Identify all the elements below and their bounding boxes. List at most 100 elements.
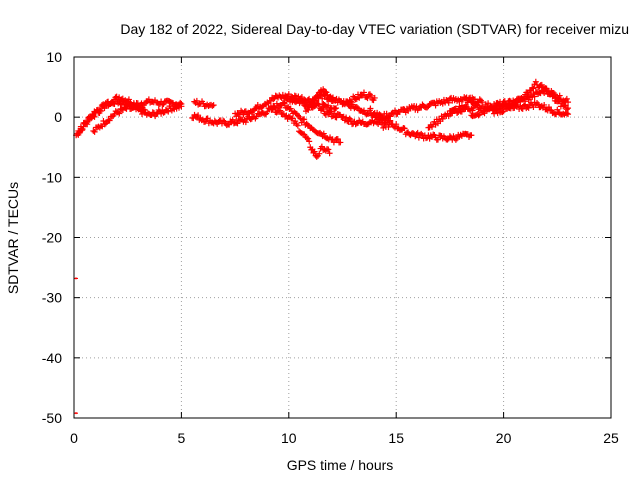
data-point [485, 100, 492, 107]
data-point [316, 150, 323, 157]
data-point [116, 110, 123, 117]
data-point [434, 136, 441, 143]
y-tick-label: 10 [46, 49, 62, 65]
data-point [327, 108, 334, 115]
series-track-d [191, 97, 217, 110]
data-point [304, 105, 311, 112]
data-point [86, 116, 93, 123]
data-point [91, 113, 98, 120]
data-point [79, 127, 86, 134]
data-point [298, 119, 305, 126]
data-point [313, 92, 320, 99]
data-point [305, 107, 312, 114]
series-track-p [489, 99, 572, 118]
data-point [541, 101, 548, 108]
data-point [314, 94, 321, 101]
data-point [270, 96, 277, 103]
data-point [525, 91, 532, 98]
series-track-e [189, 95, 335, 129]
data-point [529, 84, 536, 91]
data-point [277, 107, 284, 114]
data-point [294, 122, 301, 129]
data-point [80, 123, 87, 130]
data-point [313, 153, 320, 160]
data-point [136, 105, 143, 112]
data-point [210, 102, 217, 109]
data-point [322, 88, 329, 95]
data-point [233, 119, 240, 126]
data-point [347, 116, 354, 123]
data-point [74, 412, 78, 415]
data-point [372, 114, 379, 121]
data-point [519, 105, 526, 112]
data-point [334, 136, 341, 143]
data-point [291, 92, 298, 99]
data-point [305, 135, 312, 142]
data-point [91, 128, 98, 135]
data-point [329, 98, 336, 105]
data-point [526, 87, 533, 94]
data-point [109, 99, 116, 106]
data-point [393, 121, 400, 128]
data-point [565, 99, 572, 106]
series-track-m [425, 94, 477, 131]
data-point [325, 146, 332, 153]
data-point [75, 127, 82, 134]
data-point [125, 96, 132, 103]
x-tick-label: 5 [178, 430, 186, 446]
data-point [563, 110, 570, 117]
x-tick-label: 15 [388, 430, 404, 446]
data-point [563, 95, 570, 102]
data-point [292, 118, 299, 125]
data-point [565, 111, 572, 118]
data-point [556, 92, 563, 99]
y-axis-label: SDTVAR / TECUs [5, 182, 21, 294]
series-track-l [367, 105, 393, 131]
data-point [401, 125, 408, 132]
data-point [82, 120, 89, 127]
data-point [264, 108, 271, 115]
plot-frame [73, 56, 612, 419]
series-track-c [90, 101, 185, 135]
data-point [326, 150, 333, 157]
data-point [532, 78, 539, 85]
data-point [320, 106, 327, 113]
data-point [380, 114, 387, 121]
data-point [301, 131, 308, 138]
y-tick-label: -30 [42, 290, 62, 306]
y-tick-label: -10 [42, 169, 62, 185]
data-point [303, 134, 310, 141]
data-point [531, 93, 538, 100]
data-point [90, 113, 97, 120]
data-point [331, 105, 338, 112]
data-points [73, 78, 572, 415]
data-point [530, 85, 537, 92]
x-tick-label: 0 [70, 430, 78, 446]
data-point [160, 101, 167, 108]
data-point [304, 121, 311, 128]
data-point [364, 95, 371, 102]
x-tick-label: 25 [603, 430, 619, 446]
data-point [418, 130, 425, 137]
data-point [360, 89, 367, 96]
data-point [326, 109, 333, 116]
data-point [550, 93, 557, 100]
data-point [545, 104, 552, 111]
data-point [281, 100, 288, 107]
data-point [368, 92, 375, 99]
data-point [343, 114, 350, 121]
y-tick-label: -20 [42, 230, 62, 246]
data-point [165, 108, 172, 115]
series-track-i [302, 86, 340, 115]
x-axis-label: GPS time / hours [287, 457, 394, 473]
data-point [525, 104, 532, 111]
series-track-h [281, 100, 344, 146]
series-track-g [268, 103, 333, 160]
data-point [325, 102, 332, 109]
data-point [386, 121, 393, 128]
data-point [371, 94, 378, 101]
data-point [347, 98, 354, 105]
data-point [74, 277, 78, 280]
data-point [454, 109, 461, 116]
data-point [346, 115, 353, 122]
